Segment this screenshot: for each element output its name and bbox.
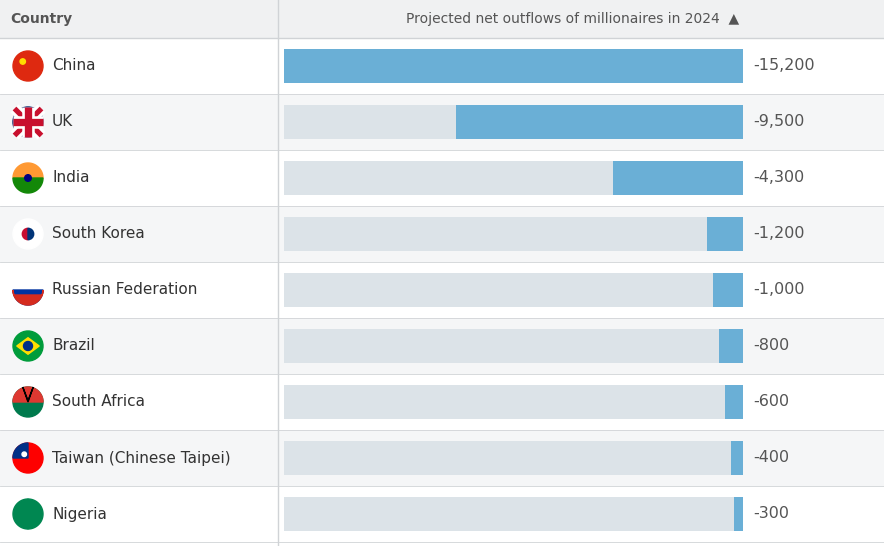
FancyBboxPatch shape [731,441,743,475]
Text: Brazil: Brazil [52,339,95,353]
Text: -4,300: -4,300 [753,170,804,186]
Text: Taiwan (Chinese Taipei): Taiwan (Chinese Taipei) [52,450,231,466]
FancyBboxPatch shape [0,486,884,542]
Circle shape [13,51,43,81]
FancyBboxPatch shape [0,38,884,94]
Text: South Africa: South Africa [52,395,145,410]
Text: South Korea: South Korea [52,227,145,241]
Polygon shape [28,499,43,529]
Circle shape [13,107,43,137]
FancyBboxPatch shape [456,105,743,139]
Wedge shape [22,228,28,240]
Text: Country: Country [10,12,72,26]
Circle shape [22,452,27,456]
Text: -1,200: -1,200 [753,227,804,241]
Circle shape [13,275,43,305]
Text: Nigeria: Nigeria [52,507,107,521]
Polygon shape [13,163,43,178]
FancyBboxPatch shape [0,262,884,318]
FancyBboxPatch shape [285,161,743,195]
FancyBboxPatch shape [0,318,884,374]
Text: -800: -800 [753,339,789,353]
Text: Projected net outflows of millionaires in 2024  ▲: Projected net outflows of millionaires i… [406,12,739,26]
Circle shape [13,443,43,473]
Text: India: India [52,170,89,186]
Circle shape [25,175,31,181]
FancyBboxPatch shape [0,0,884,38]
Polygon shape [13,387,43,402]
FancyBboxPatch shape [285,217,743,251]
Circle shape [20,59,26,64]
Circle shape [13,219,43,249]
Text: Russian Federation: Russian Federation [52,282,197,298]
Circle shape [13,499,43,529]
FancyBboxPatch shape [0,374,884,430]
Circle shape [13,331,43,361]
Text: -15,200: -15,200 [753,58,814,74]
Text: China: China [52,58,95,74]
Text: -400: -400 [753,450,789,466]
Polygon shape [13,443,28,458]
Polygon shape [23,387,34,402]
Polygon shape [13,499,28,529]
Text: -1,000: -1,000 [753,282,804,298]
FancyBboxPatch shape [719,329,743,363]
Circle shape [13,163,43,193]
FancyBboxPatch shape [285,105,743,139]
FancyBboxPatch shape [285,273,743,307]
Text: -9,500: -9,500 [753,115,804,129]
Text: UK: UK [52,115,73,129]
Polygon shape [17,338,39,354]
FancyBboxPatch shape [285,385,743,419]
Wedge shape [28,228,34,240]
FancyBboxPatch shape [713,273,743,307]
FancyBboxPatch shape [0,94,884,150]
FancyBboxPatch shape [707,217,743,251]
Circle shape [24,341,33,351]
FancyBboxPatch shape [725,385,743,419]
FancyBboxPatch shape [0,430,884,486]
FancyBboxPatch shape [285,329,743,363]
Text: -300: -300 [753,507,789,521]
Polygon shape [13,290,43,305]
Polygon shape [13,178,43,193]
Polygon shape [13,290,43,305]
FancyBboxPatch shape [285,49,743,83]
FancyBboxPatch shape [0,206,884,262]
Circle shape [13,387,43,417]
Text: -600: -600 [753,395,789,410]
FancyBboxPatch shape [734,497,743,531]
FancyBboxPatch shape [613,161,743,195]
FancyBboxPatch shape [0,150,884,206]
FancyBboxPatch shape [285,497,743,531]
FancyBboxPatch shape [285,49,743,83]
FancyBboxPatch shape [285,441,743,475]
